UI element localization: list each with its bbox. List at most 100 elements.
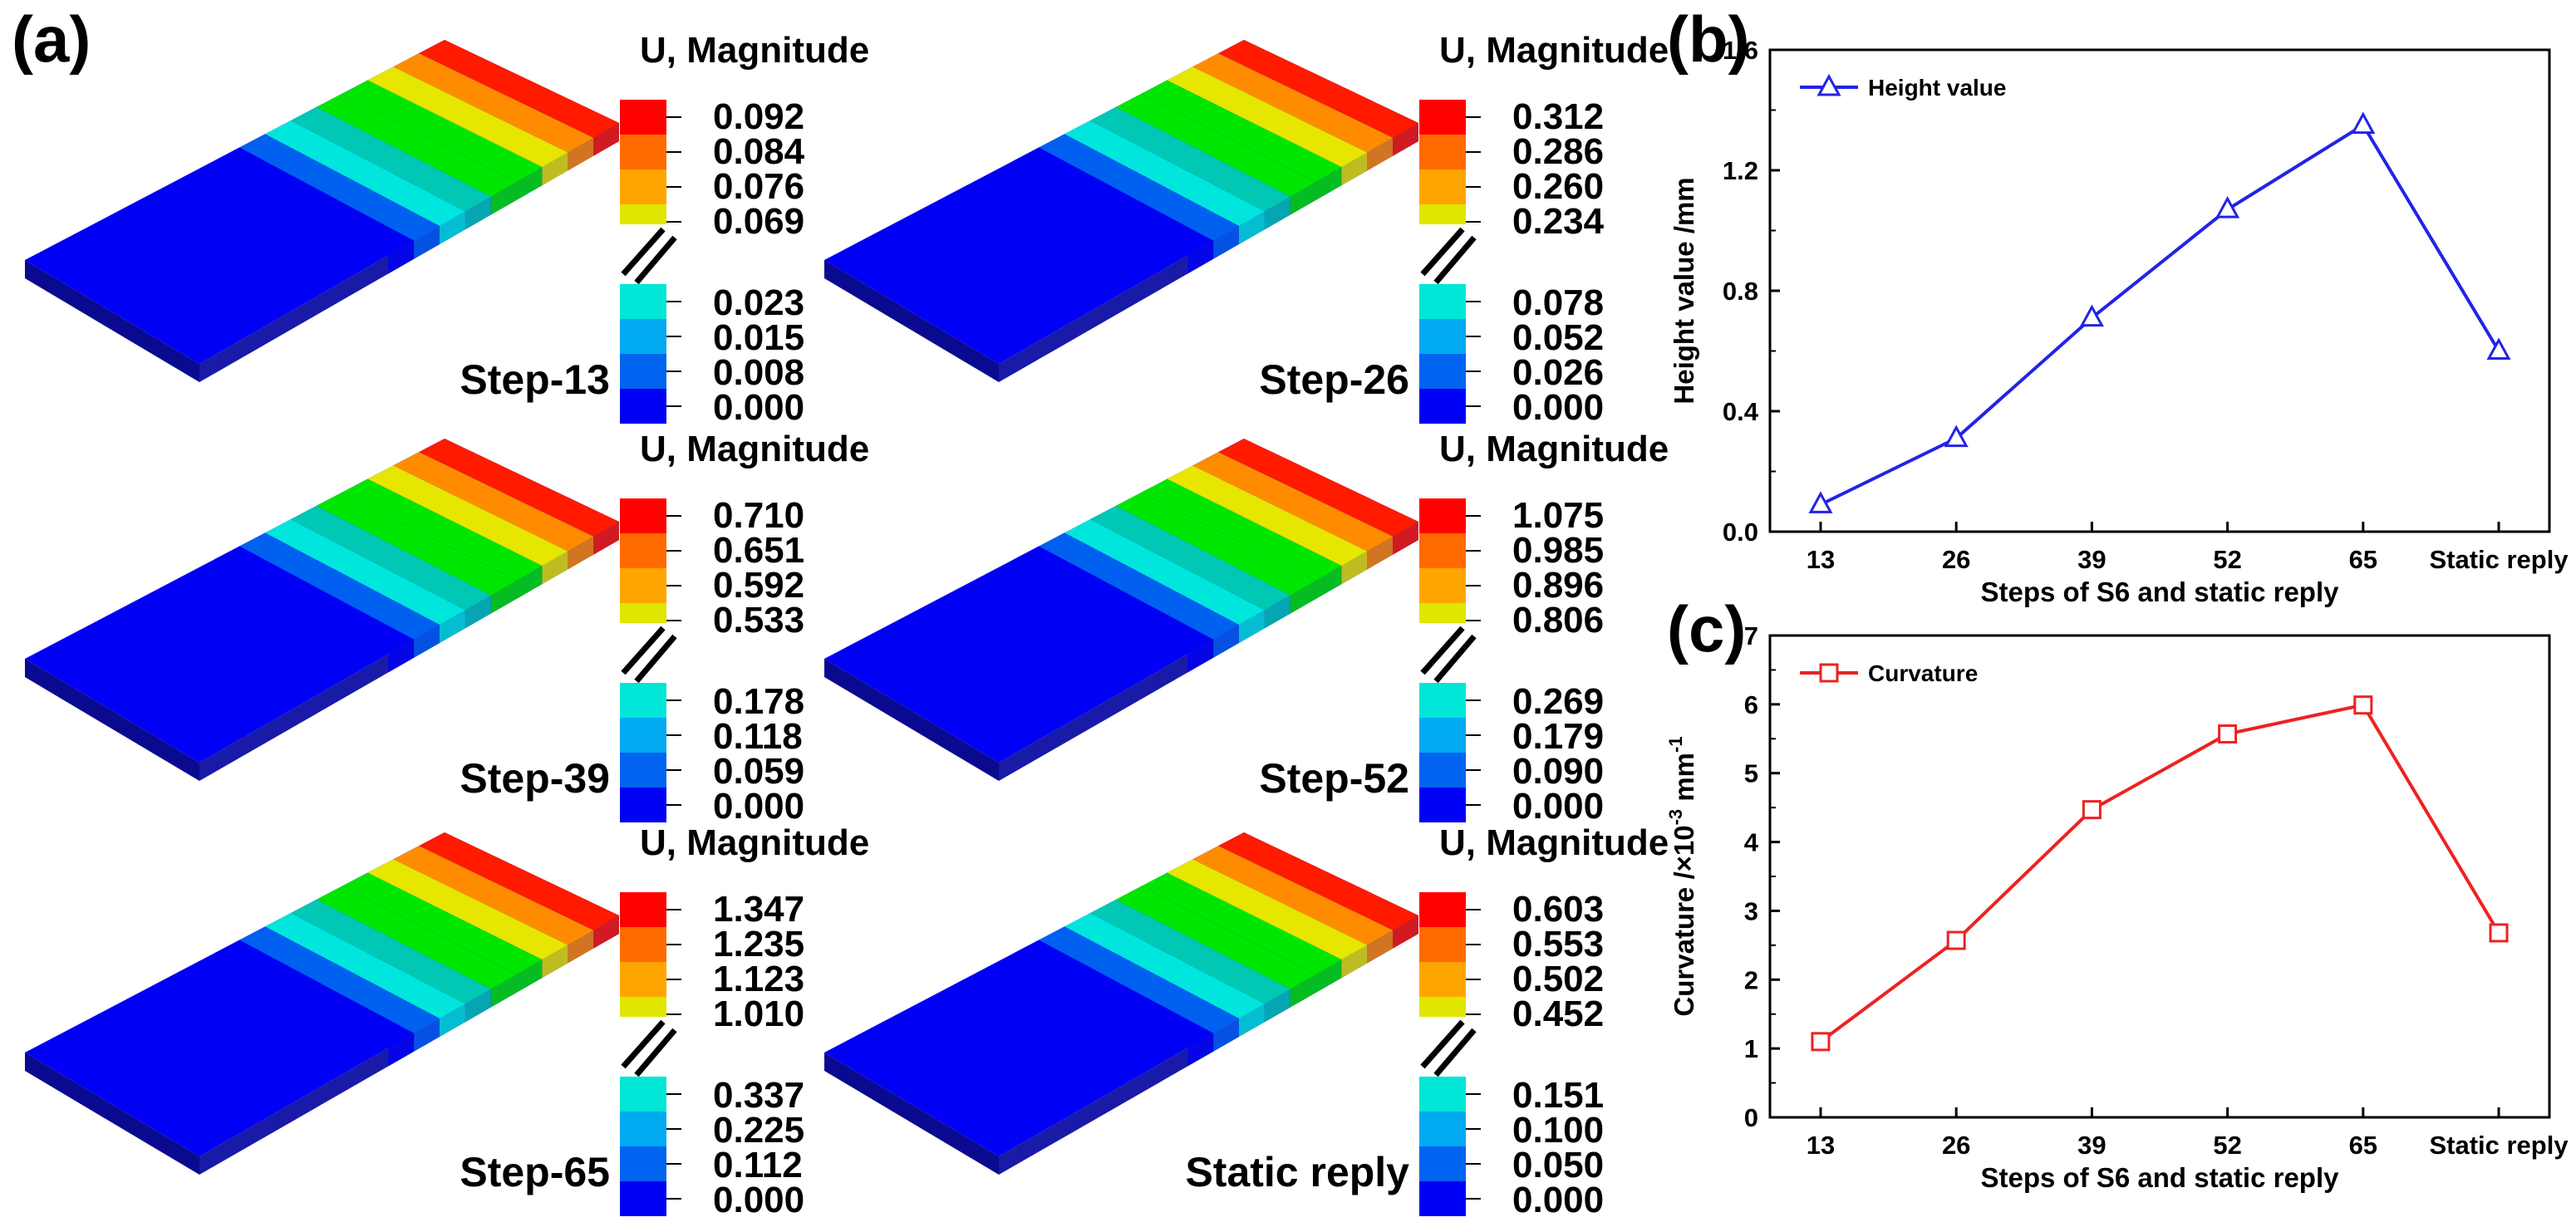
- panel-label-c: (c): [1667, 592, 1747, 665]
- legend-value: 0.000: [1512, 786, 1605, 827]
- legend-value: 0.553: [1512, 924, 1605, 964]
- contour-plot: U, Magnitude 1.075 0.985 0.896 0.806 0.269 0.1…: [799, 429, 1669, 827]
- legend-value: 0.592: [713, 565, 805, 606]
- x-axis-title: Steps of S6 and static reply: [1981, 1162, 2340, 1193]
- scale-break-mark: [1433, 235, 1477, 285]
- legend-swatch: [1419, 788, 1466, 822]
- data-point: [2351, 111, 2376, 135]
- y-tick-label: 6: [1744, 690, 1758, 719]
- legend-value: 0.090: [1512, 751, 1605, 792]
- scale-break-mark: [634, 1028, 677, 1077]
- legend-swatch: [620, 788, 666, 822]
- legend-swatch: [620, 204, 666, 224]
- legend-color-scale: [1419, 892, 1481, 1216]
- curvature-chart: 0 1 2 3 4 5 6 7 13 26 39 52 65 Static reply Steps of S…: [1654, 606, 2569, 1217]
- legend-value: 0.985: [1512, 530, 1605, 571]
- data-point: [2353, 695, 2373, 715]
- scale-break-mark: [621, 1019, 666, 1069]
- data-point: [1808, 491, 1833, 513]
- legend-swatch: [1419, 718, 1466, 753]
- y-tick-label: 1: [1744, 1034, 1758, 1063]
- legend-title: U, Magnitude: [1439, 429, 1669, 469]
- scale-break-mark: [1420, 1019, 1465, 1069]
- legend-value: 0.234: [1512, 201, 1605, 242]
- legend-value: 0.052: [1512, 317, 1605, 358]
- scale-break-mark: [634, 634, 677, 684]
- panel-label-b: (b): [1667, 2, 1750, 76]
- legend-value: 1.347: [713, 889, 805, 930]
- legend-swatch: [1419, 568, 1466, 603]
- x-tick-label: 13: [1807, 1131, 1835, 1160]
- x-tick-label: 65: [2349, 545, 2377, 574]
- legend-swatch: [1419, 1077, 1466, 1112]
- y-axis-title: Height value /mm: [1669, 177, 1699, 404]
- legend-swatch: [620, 1181, 666, 1216]
- x-tick-label: 26: [1942, 545, 1970, 574]
- y-tick-label: 5: [1744, 759, 1758, 788]
- legend-value: 0.151: [1512, 1075, 1605, 1116]
- data-point: [2218, 724, 2238, 744]
- y-tick-label: 7: [1744, 621, 1758, 650]
- legend-swatch: [620, 169, 666, 204]
- data-point: [2215, 195, 2240, 218]
- legend-swatch: [620, 1112, 666, 1146]
- data-point: [1944, 425, 1969, 448]
- legend-label: Height value: [1868, 75, 2006, 101]
- legend-value: 0.710: [713, 495, 805, 536]
- legend-swatch: [620, 683, 666, 718]
- legend-value: 0.092: [713, 96, 805, 137]
- legend-swatch: [1419, 100, 1466, 135]
- legend-swatch: [1419, 284, 1466, 319]
- legend-swatch: [620, 927, 666, 962]
- legend-value: 0.100: [1512, 1110, 1605, 1151]
- contour-plot: U, Magnitude 0.312 0.286 0.260 0.234 0.078 0.0…: [799, 30, 1669, 428]
- legend-swatch: [1419, 603, 1466, 623]
- legend-value: 0.008: [713, 352, 805, 393]
- legend-value: 0.260: [1512, 166, 1605, 207]
- step-label: Step-39: [460, 755, 610, 802]
- legend-swatch: [1419, 962, 1466, 997]
- legend-value: 0.015: [713, 317, 805, 358]
- legend-value: 0.000: [1512, 1180, 1605, 1220]
- legend-swatch: [1419, 997, 1466, 1017]
- x-tick-label: 65: [2349, 1131, 2377, 1160]
- step-label: Static reply: [1185, 1149, 1409, 1195]
- x-tick-label: Static reply: [2429, 1131, 2569, 1160]
- legend-swatch: [1419, 204, 1466, 224]
- legend-swatch: [620, 389, 666, 424]
- legend-swatch: [1419, 135, 1466, 169]
- data-point: [1946, 930, 1966, 950]
- legend-title: U, Magnitude: [640, 822, 870, 863]
- data-point: [2486, 337, 2511, 360]
- scale-break-mark: [1420, 626, 1465, 675]
- legend-swatch: [1419, 354, 1466, 389]
- x-tick-label: 39: [2077, 1131, 2106, 1160]
- step-label: Step-65: [460, 1149, 610, 1195]
- legend-value: 0.112: [713, 1145, 803, 1185]
- legend-value: 0.118: [713, 716, 803, 757]
- deformed-plate-drawing: [824, 40, 1418, 382]
- x-axis-title: Steps of S6 and static reply: [1981, 577, 2340, 607]
- series-line: [1819, 703, 2500, 1043]
- deformed-plate-drawing: [25, 832, 619, 1175]
- legend-value: 0.026: [1512, 352, 1605, 393]
- legend-swatch: [620, 498, 666, 533]
- series-line: [1820, 122, 2500, 507]
- legend-title: U, Magnitude: [1439, 30, 1669, 71]
- y-axis-title: Curvature /×10-3 mm-1: [1665, 736, 1699, 1016]
- legend-swatch: [620, 533, 666, 568]
- legend-color-scale: [620, 498, 681, 822]
- contour-plot: U, Magnitude 0.092 0.084 0.076 0.069 0.023 0.0…: [0, 30, 869, 428]
- legend-value: 0.000: [713, 387, 805, 428]
- legend-swatch: [620, 100, 666, 135]
- x-tick-label: 52: [2213, 545, 2241, 574]
- legend-value: 0.059: [713, 751, 805, 792]
- scale-break-mark: [1433, 1028, 1477, 1077]
- height-chart-svg: 0.0 0.4 0.8 1.2 1.6 13 26 39 52 65 Static reply Ste…: [1669, 36, 2569, 607]
- legend-swatch: [1419, 1146, 1466, 1181]
- y-tick-label: 0.0: [1723, 518, 1758, 547]
- legend-swatch: [620, 997, 666, 1017]
- legend-value: 0.286: [1512, 131, 1605, 172]
- legend-value: 0.651: [713, 530, 805, 571]
- legend-color-scale: [1419, 100, 1481, 424]
